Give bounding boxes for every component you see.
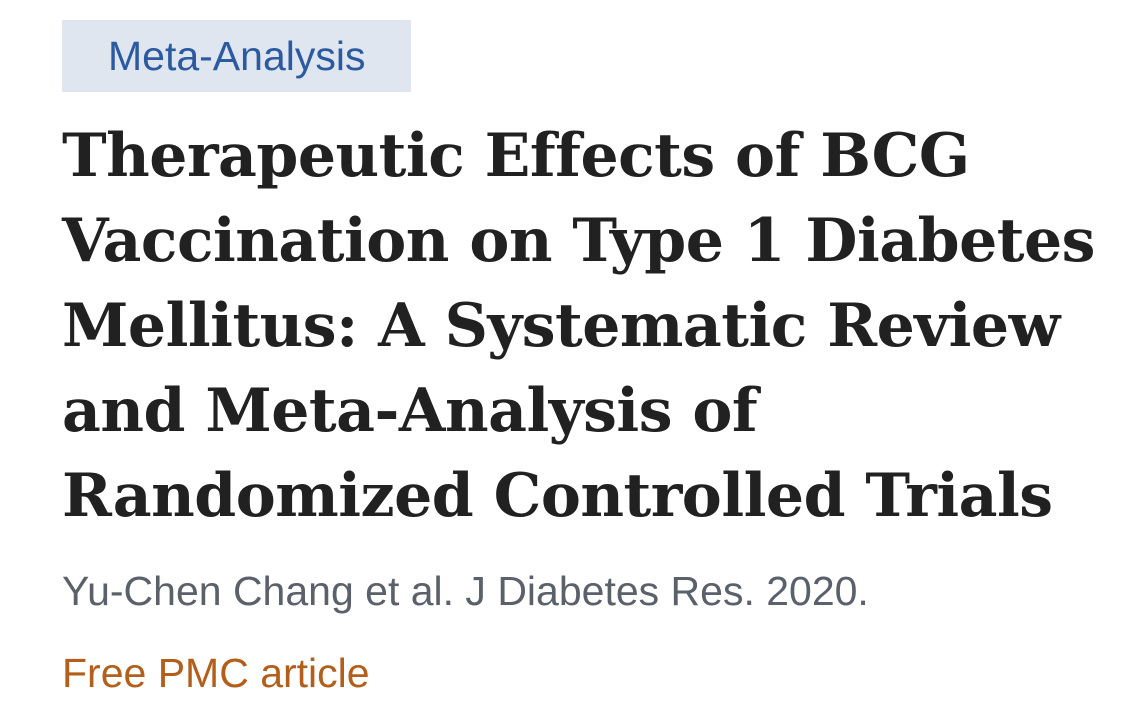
article-citation: Yu-Chen Chang et al. J Diabetes Res. 202… [62, 568, 869, 614]
article-title-line[interactable]: Mellitus: A Systematic Review [62, 291, 1060, 361]
article-title-line[interactable]: Vaccination on Type 1 Diabetes [62, 206, 1095, 276]
article-title-line[interactable]: Randomized Controlled Trials [62, 461, 1053, 531]
article-title-line[interactable]: Therapeutic Effects of BCG [62, 121, 970, 191]
article-title-link[interactable]: Therapeutic Effects of BCG Vaccination o… [62, 114, 1102, 539]
publication-type-badge[interactable]: Meta-Analysis [62, 20, 412, 92]
free-pmc-article-link[interactable]: Free PMC article [62, 650, 370, 696]
article-title-line[interactable]: and Meta-Analysis of [62, 376, 758, 446]
search-result-item: Meta-Analysis Therapeutic Effects of BCG… [62, 20, 1102, 701]
